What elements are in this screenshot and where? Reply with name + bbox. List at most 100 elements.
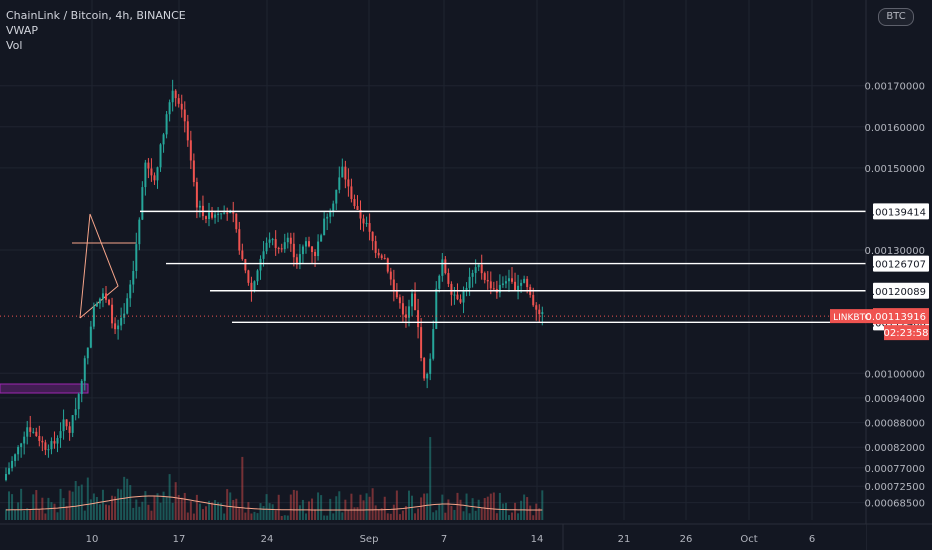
candle	[501, 283, 504, 285]
symbol-title[interactable]: ChainLink / Bitcoin, 4h, BINANCE	[6, 9, 186, 22]
volume-bar	[286, 515, 289, 520]
candle	[426, 373, 429, 379]
volume-bar	[438, 503, 441, 520]
candle	[250, 282, 253, 291]
candle	[111, 304, 114, 324]
volume-bar	[535, 503, 538, 520]
candle	[165, 114, 168, 135]
time-tick-label: 6	[809, 534, 815, 545]
candle	[211, 212, 214, 218]
horizontal-levels	[0, 210, 866, 324]
volume-bar	[138, 506, 141, 520]
candle	[474, 267, 477, 273]
candle	[17, 446, 20, 455]
candle	[371, 231, 374, 242]
candle	[514, 281, 517, 291]
volume-bar	[371, 488, 374, 520]
indicator-vol[interactable]: Vol	[6, 39, 23, 52]
candle	[444, 259, 447, 274]
volume-bar	[150, 510, 153, 520]
candle	[301, 246, 304, 255]
volume-bar	[232, 500, 235, 520]
volume-bar	[177, 494, 180, 520]
volume-bar	[35, 490, 38, 520]
price-tick-label: 0.00170000	[865, 82, 925, 93]
volume-bar	[386, 513, 389, 520]
volume-bar	[389, 513, 392, 520]
volume-bar	[101, 489, 104, 520]
candle	[283, 242, 286, 250]
candle	[268, 239, 271, 243]
candle	[538, 309, 541, 315]
volume-bar	[311, 498, 314, 520]
candle	[132, 270, 135, 285]
candle	[101, 293, 104, 299]
volume-bar	[292, 489, 295, 520]
candle	[271, 239, 274, 241]
candle	[407, 306, 410, 318]
volume-bar	[44, 513, 47, 520]
candle	[195, 182, 198, 208]
volume-bar	[241, 456, 244, 520]
currency-badge[interactable]: BTC	[878, 8, 914, 26]
volume-bar	[453, 509, 456, 520]
candle	[204, 216, 207, 220]
volume-bar	[538, 508, 541, 520]
price-axis: 0.00068500 0.00072500 0.00077000 0.00082000…	[830, 0, 932, 550]
time-tick-label: 26	[680, 534, 693, 545]
volume-bar	[89, 499, 92, 520]
price-tick-label: 0.00088000	[865, 419, 925, 430]
candle	[117, 325, 120, 330]
level-price-tag	[873, 203, 929, 220]
price-tick-label: 0.00072500	[865, 482, 925, 493]
candle	[35, 431, 38, 436]
volume-bar	[92, 493, 95, 520]
volume-bar	[32, 494, 35, 520]
volume-bar	[498, 492, 501, 520]
volume-bar	[174, 482, 177, 520]
volume-bar	[171, 502, 174, 520]
volume-bar	[359, 494, 362, 520]
candle	[156, 167, 159, 181]
candle	[135, 244, 138, 271]
volume-bar	[523, 494, 526, 520]
volume-bar	[226, 489, 229, 520]
volume-bar	[186, 512, 189, 520]
candle	[11, 460, 14, 469]
level-price-label: 0.00126707	[866, 260, 926, 271]
volume-bar	[283, 515, 286, 520]
volume-bar	[392, 504, 395, 520]
volume-bar	[435, 510, 438, 520]
candle	[235, 213, 238, 230]
volume-bar	[350, 493, 353, 520]
volume-bar	[159, 502, 162, 520]
volume-bar	[98, 504, 101, 520]
candle	[535, 305, 538, 310]
candle	[26, 427, 29, 437]
volume-bar	[429, 437, 432, 520]
candle	[507, 278, 510, 282]
time-axis: 10 17 24 Sep 7 14 21 26 Oct 6	[0, 523, 932, 550]
volume-bar	[465, 493, 468, 520]
volume-bar	[326, 515, 329, 520]
candle	[359, 209, 362, 219]
candle	[377, 252, 380, 256]
volume-bar	[59, 488, 62, 520]
candle	[56, 438, 59, 444]
candle	[353, 199, 356, 207]
volume-bar	[495, 513, 498, 520]
volume-bar	[135, 499, 138, 520]
last-price-tag	[873, 308, 929, 325]
volume-bar	[541, 490, 544, 520]
price-tick-label: 0.00082000	[865, 443, 925, 454]
candle	[247, 270, 250, 283]
volume-bar	[462, 511, 465, 520]
volume-bar	[477, 499, 480, 520]
countdown-label: 02:23:58	[884, 328, 929, 339]
indicator-vwap[interactable]: VWAP	[6, 24, 38, 37]
last-price-label: 0.00113916	[866, 312, 926, 323]
candle	[450, 283, 453, 295]
time-tick-label: 14	[531, 534, 544, 545]
